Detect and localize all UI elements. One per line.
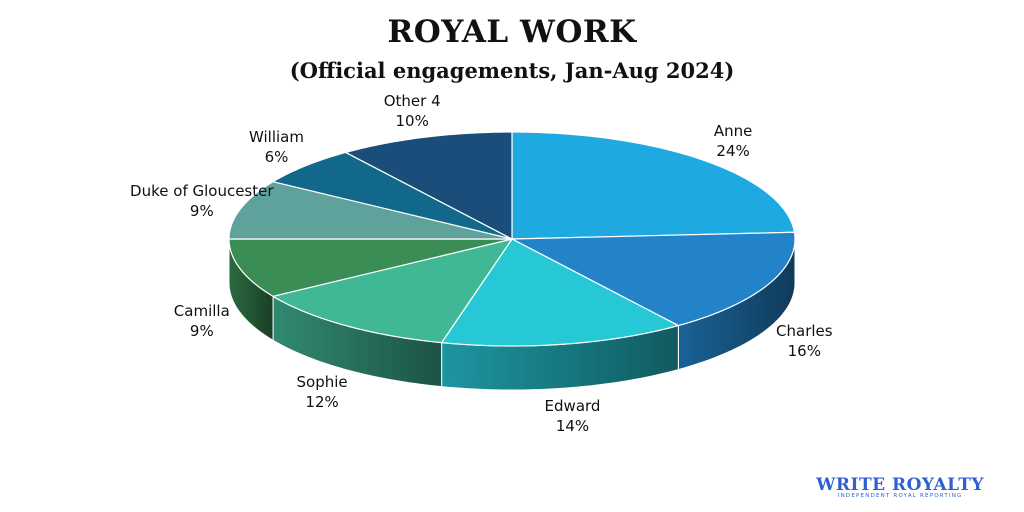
slice-label-edward: Edward 14%: [545, 396, 601, 436]
pie-slice-edward: [441, 238, 679, 347]
pie-slice-sophie: [272, 238, 513, 344]
write-royalty-logo: WRITE ROYALTY INDEPENDENT ROYAL REPORTIN…: [816, 475, 984, 499]
slice-label-william: William 6%: [249, 127, 304, 167]
slice-label-charles: Charles 16%: [776, 321, 833, 361]
slice-percent: 12%: [305, 393, 339, 412]
pie-top-faces: [228, 131, 796, 347]
slice-label-sophie: Sophie 12%: [297, 372, 348, 412]
pie-slice-camilla: [228, 238, 513, 297]
slice-name: Anne: [713, 121, 753, 140]
logo-tagline: INDEPENDENT ROYAL REPORTING: [837, 493, 963, 499]
slice-label-other-4: Other 4 10%: [384, 91, 441, 131]
slice-percent: 9%: [189, 321, 214, 340]
slice-percent: 16%: [787, 341, 821, 360]
slice-name: Camilla: [173, 301, 230, 320]
slice-label-camilla: Camilla 9%: [174, 301, 230, 341]
chart-subtitle: (Official engagements, Jan-Aug 2024): [289, 58, 735, 83]
pie-slice-duke-of-gloucester: [228, 181, 513, 240]
pie-slice-anne: [511, 131, 796, 240]
slice-name: Sophie: [296, 373, 348, 392]
slice-percent: 10%: [395, 111, 429, 130]
slice-name: Edward: [544, 396, 601, 415]
slice-name: Duke of Gloucester: [130, 182, 274, 201]
pie-slice-william: [272, 151, 513, 240]
slice-name: Other 4: [383, 91, 441, 110]
pie-slice-charles: [511, 231, 796, 327]
chart-title: ROYAL WORK: [387, 14, 637, 50]
slice-percent: 24%: [716, 141, 750, 160]
slice-percent: 14%: [555, 416, 590, 435]
slice-name: William: [249, 127, 304, 146]
logo-text: WRITE ROYALTY: [816, 475, 984, 495]
pie-slice-other-4: [345, 131, 513, 240]
slice-percent: 6%: [264, 147, 289, 166]
slice-label-duke-of-gloucester: Duke of Gloucester 9%: [130, 181, 273, 221]
slice-percent: 9%: [189, 202, 214, 221]
slice-label-anne: Anne 24%: [714, 121, 753, 161]
slice-name: Charles: [776, 321, 833, 340]
